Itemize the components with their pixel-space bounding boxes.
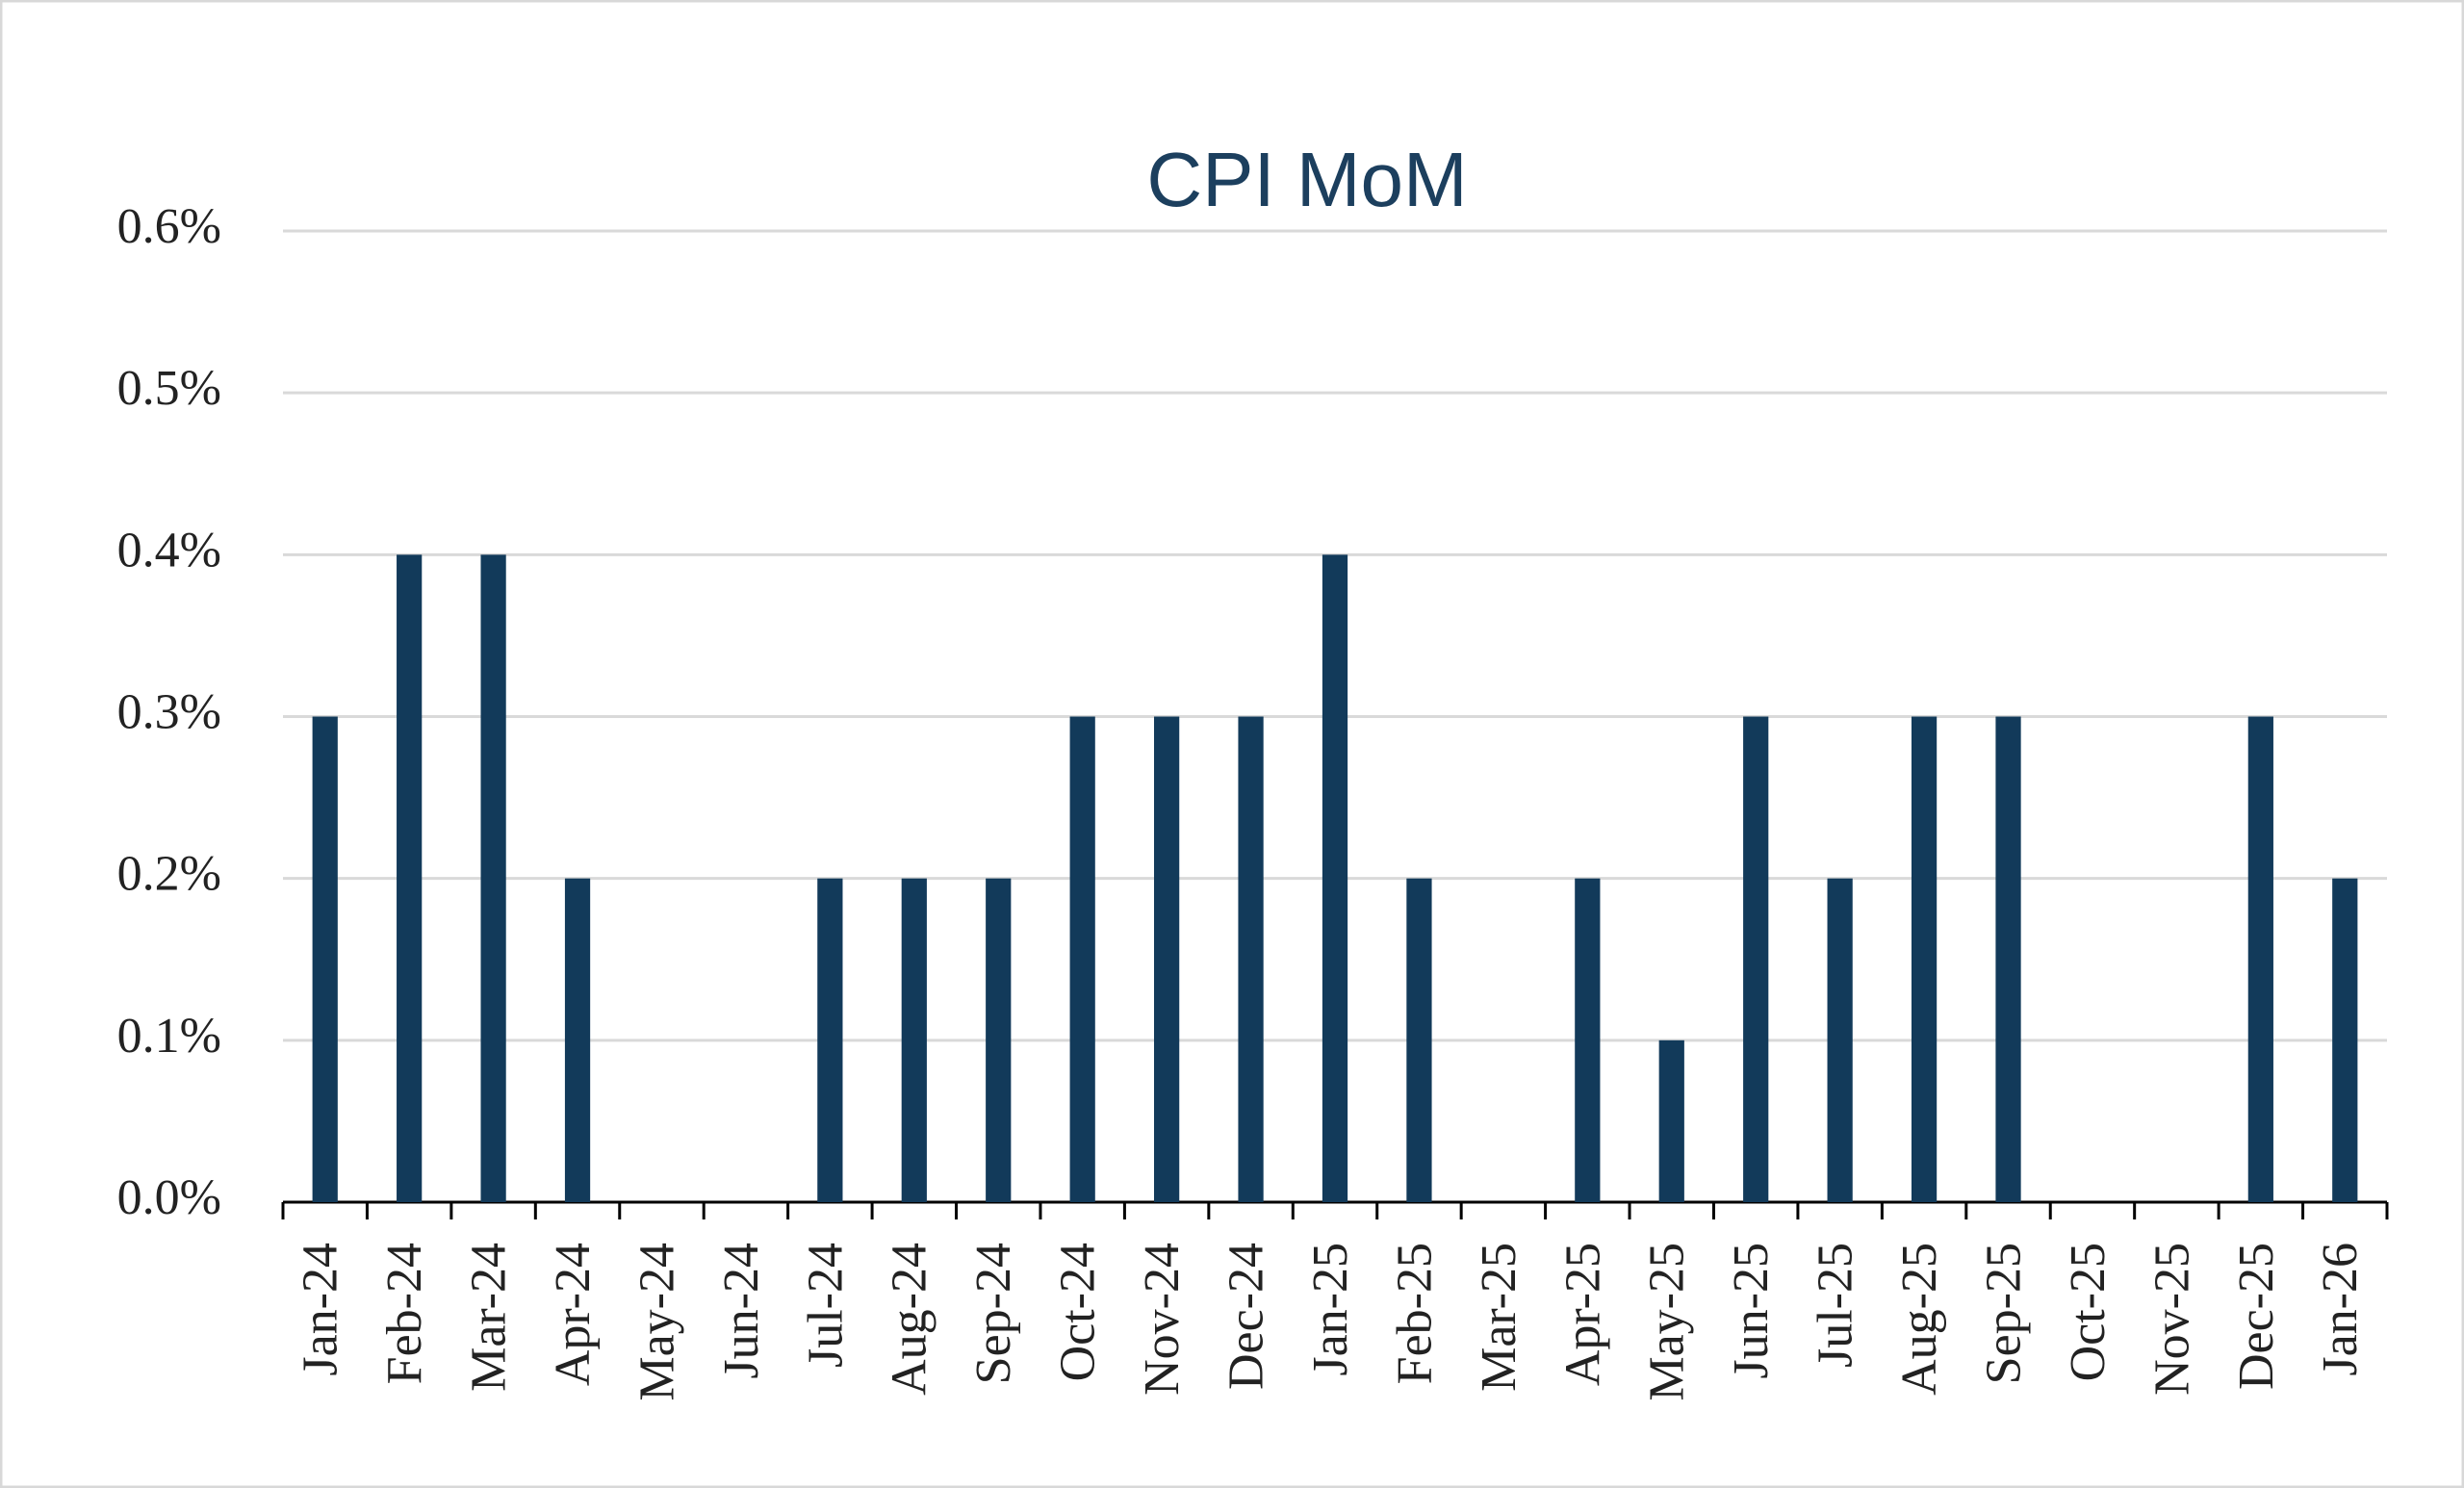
x-tick-label: Sep-25 [1976, 1243, 2031, 1384]
x-tick-label: Aug-25 [1892, 1243, 1947, 1396]
y-tick-label: 0.4% [117, 523, 221, 577]
x-tick-label: Jan-24 [294, 1243, 348, 1376]
bar [480, 554, 506, 1202]
x-tick-label: Apr-25 [1555, 1243, 1610, 1386]
y-tick-label: 0.5% [117, 361, 221, 416]
x-tick-label: Jul-24 [798, 1243, 853, 1368]
bar [397, 554, 423, 1202]
x-tick-label: Dec-24 [1219, 1243, 1273, 1390]
bar [1238, 716, 1264, 1202]
x-tick-label: Oct-25 [2061, 1243, 2116, 1381]
bar [817, 878, 843, 1202]
bar [564, 878, 591, 1202]
x-tick-label: Mar-25 [1472, 1243, 1527, 1392]
x-tick-label: Jul-25 [1809, 1243, 1863, 1368]
y-tick-label: 0.3% [117, 684, 221, 739]
y-tick-label: 0.1% [117, 1009, 221, 1064]
bar [1406, 878, 1432, 1202]
x-tick-label: Jun-25 [1724, 1243, 1779, 1379]
x-tick-label: Oct-24 [1051, 1243, 1106, 1381]
x-tick-label: Sep-24 [966, 1243, 1021, 1384]
x-tick-label: Apr-24 [546, 1243, 601, 1386]
bar [1154, 716, 1180, 1202]
x-tick-label: Jan-26 [2313, 1243, 2368, 1376]
bar [1575, 878, 1601, 1202]
chart-title: CPI MoM [1146, 137, 1467, 222]
bar [1069, 716, 1095, 1202]
bar [1827, 878, 1853, 1202]
x-tick-label: Dec-25 [2229, 1243, 2284, 1390]
bar [1743, 716, 1769, 1202]
x-tick-label: Mar-24 [462, 1243, 517, 1392]
bar [1911, 716, 1938, 1202]
bar [2332, 878, 2358, 1202]
bar [2247, 716, 2273, 1202]
x-tick-label: Feb-25 [1387, 1243, 1442, 1384]
bar [986, 878, 1012, 1202]
x-tick-label: Jan-25 [1303, 1243, 1358, 1376]
bar [1658, 1039, 1684, 1202]
x-tick-label: Nov-25 [2144, 1243, 2199, 1396]
y-tick-label: 0.6% [117, 199, 221, 254]
y-tick-label: 0.2% [117, 847, 221, 902]
x-tick-label: May-25 [1640, 1243, 1695, 1401]
x-tick-label: Nov-24 [1135, 1243, 1190, 1396]
bar [312, 716, 338, 1202]
x-tick-label: Feb-24 [377, 1243, 432, 1384]
bar [1995, 716, 2021, 1202]
x-tick-label: May-24 [629, 1243, 684, 1401]
x-tick-label: Aug-24 [883, 1243, 937, 1396]
bar [901, 878, 927, 1202]
x-tick-label: Jun-24 [714, 1243, 769, 1379]
bar [1322, 554, 1348, 1202]
y-tick-label: 0.0% [117, 1170, 221, 1225]
